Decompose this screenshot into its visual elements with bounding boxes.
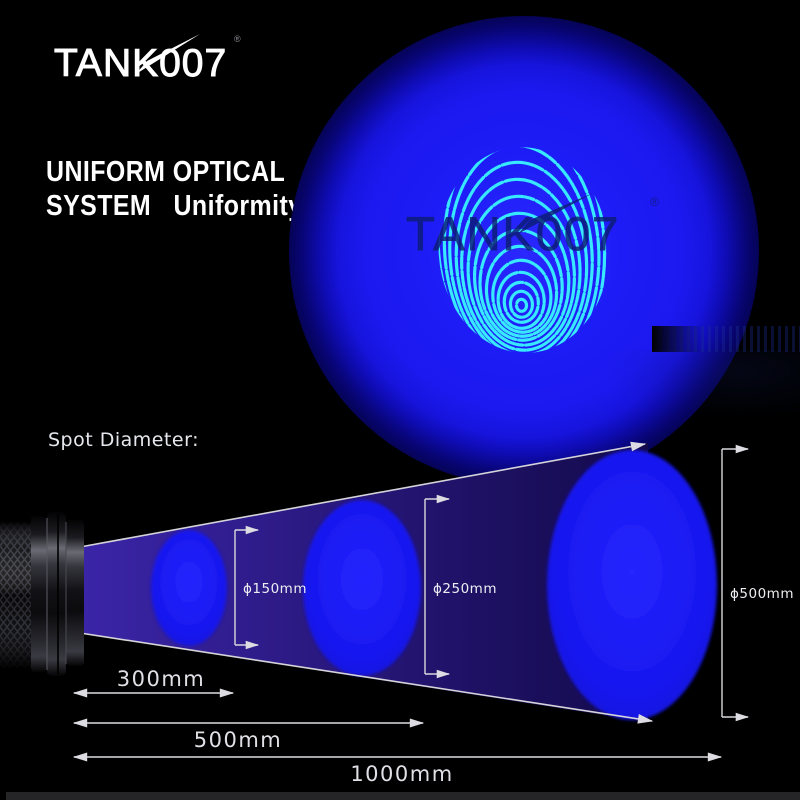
background-knurl-texture: [652, 326, 800, 352]
floor-edge: [6, 792, 800, 800]
flashlight-ring-1: [31, 516, 47, 672]
diameter-label-500: ϕ500mm: [730, 586, 794, 602]
distance-label-500: 500mm: [194, 728, 283, 752]
diameter-label-250: ϕ250mm: [433, 581, 497, 597]
fingerprint-graphic: [436, 141, 607, 359]
uv-light-spot: [289, 16, 759, 486]
beam-bottom-edge-arrow: [79, 632, 654, 724]
background-haze: [600, 350, 800, 420]
spot-250mm: [303, 500, 421, 676]
flashlight-ring-2: [47, 512, 66, 676]
watermark-text: TANK007: [406, 207, 620, 260]
watermark-registered-mark: ®: [650, 195, 659, 209]
headline-line1: UNIFORM OPTICAL: [46, 156, 286, 188]
diameter-label-150: ϕ150mm: [243, 581, 307, 597]
headline-system: SYSTEM: [46, 190, 152, 222]
watermark: TANK007 ®: [406, 193, 659, 261]
flashlight-head: [0, 512, 84, 676]
spot-150mm: [151, 530, 227, 646]
brand-logo-text: TANK007: [54, 42, 227, 85]
spot-diameter-label: Spot Diameter:: [48, 429, 200, 451]
flashlight-bezel: [66, 520, 84, 666]
logo-swoosh-icon: [136, 34, 200, 74]
spot-diameter-diagram: ϕ150mm ϕ250mm ϕ500mm 300mm 500mm 1000mm: [0, 441, 800, 800]
distance-label-300: 300mm: [117, 667, 206, 691]
spot-500mm: [547, 450, 717, 720]
distance-label-1000: 1000mm: [350, 762, 453, 786]
brand-logo: TANK007 ®: [54, 34, 241, 86]
flashlight-body-shading: [0, 522, 31, 668]
watermark-swoosh-icon: [518, 193, 593, 234]
beam-top-edge-arrow: [79, 441, 647, 548]
logo-registered-mark: ®: [234, 34, 241, 44]
headline-uniformity: Uniformity: [173, 190, 303, 222]
